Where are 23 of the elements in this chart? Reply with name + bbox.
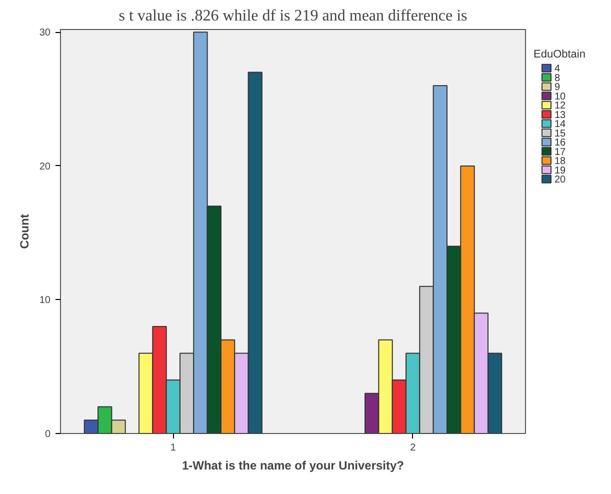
legend-label: 15 <box>554 128 566 140</box>
legend-label: 20 <box>554 174 566 186</box>
y-tick-label: 20 <box>39 161 51 172</box>
legend-label: 12 <box>554 100 566 112</box>
text: s t value is .826 while df is 219 and mean difference is <box>118 8 468 24</box>
legend-label: 17 <box>554 146 566 158</box>
x-tick-label: 1 <box>170 442 176 454</box>
legend-title: EduObtain <box>534 48 586 61</box>
y-tick-label: 10 <box>39 295 51 306</box>
legend-label: 13 <box>554 110 566 121</box>
legend-label: 19 <box>554 165 566 176</box>
legend-label: 8 <box>554 72 560 84</box>
legend-label: 16 <box>554 138 566 149</box>
y-axis-title: Count <box>17 214 32 249</box>
legend-label: 10 <box>554 91 566 102</box>
legend-label: 14 <box>554 119 566 130</box>
x-tick-label: 2 <box>410 442 416 454</box>
legend-label: 4 <box>554 64 560 75</box>
legend-label: 9 <box>554 82 560 94</box>
y-tick-label: 30 <box>39 28 51 39</box>
x-axis-title: 1-What is the name of your University? <box>182 458 404 472</box>
y-tick-label: 0 <box>44 429 51 440</box>
legend-label: 18 <box>554 156 566 168</box>
